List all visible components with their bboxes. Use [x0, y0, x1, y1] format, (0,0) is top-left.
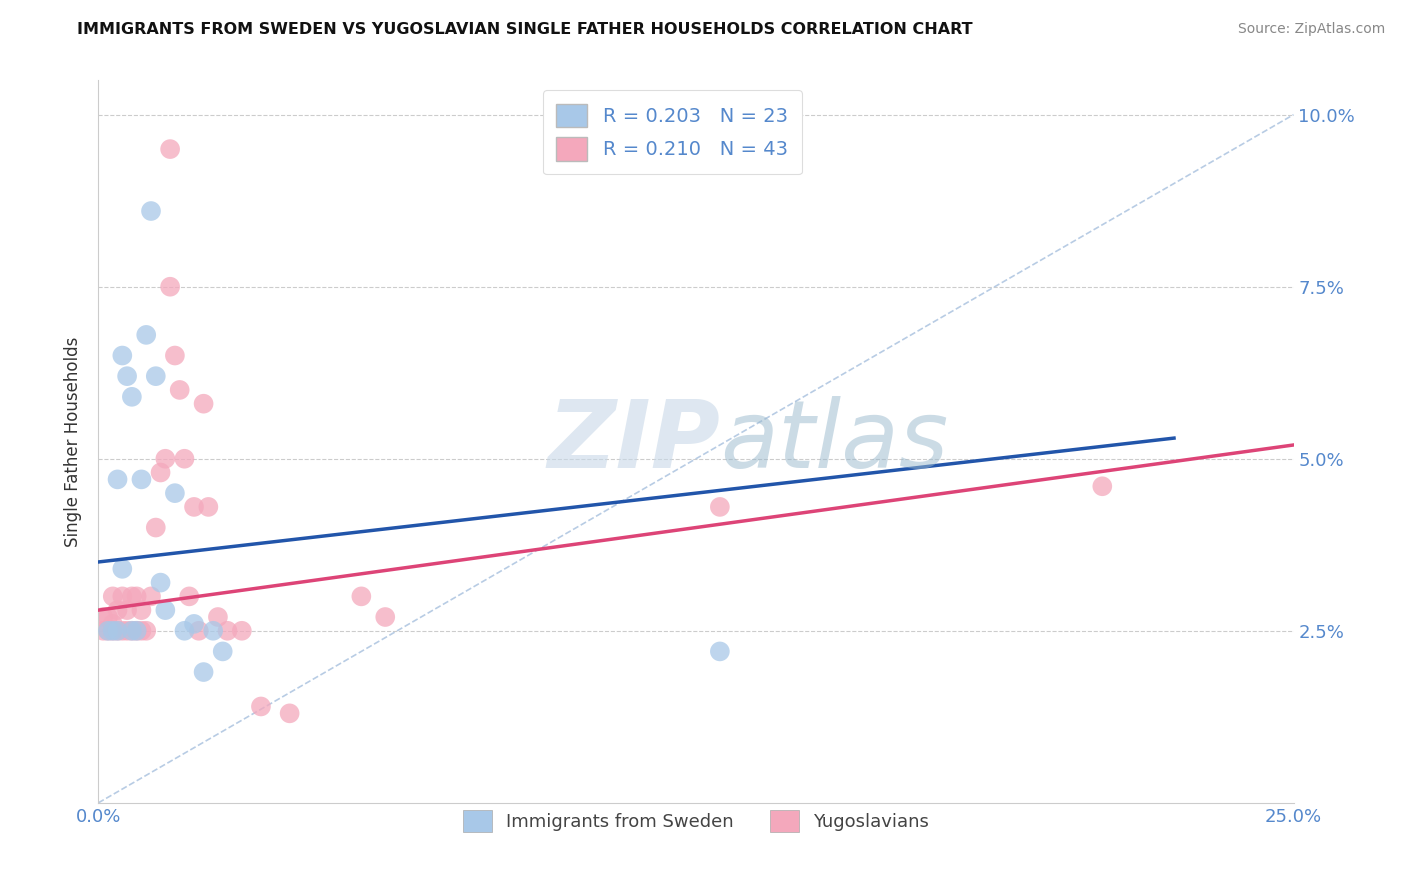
Point — [121, 624, 143, 638]
Point — [121, 624, 143, 638]
Point — [101, 624, 124, 638]
Point — [183, 500, 205, 514]
Point — [97, 610, 120, 624]
Point — [155, 451, 177, 466]
Point — [145, 369, 167, 384]
Point — [111, 590, 134, 604]
Point — [350, 590, 373, 604]
Point — [173, 624, 195, 638]
Point — [193, 665, 215, 679]
Point — [163, 349, 186, 363]
Text: atlas: atlas — [720, 396, 948, 487]
Point — [207, 610, 229, 624]
Point — [111, 349, 134, 363]
Point — [217, 624, 239, 638]
Point — [97, 624, 120, 638]
Text: IMMIGRANTS FROM SWEDEN VS YUGOSLAVIAN SINGLE FATHER HOUSEHOLDS CORRELATION CHART: IMMIGRANTS FROM SWEDEN VS YUGOSLAVIAN SI… — [77, 22, 973, 37]
Point — [101, 590, 124, 604]
Point — [374, 610, 396, 624]
Point — [115, 624, 138, 638]
Point — [101, 616, 124, 631]
Point — [163, 486, 186, 500]
Point — [197, 500, 219, 514]
Point — [121, 390, 143, 404]
Point — [107, 603, 129, 617]
Point — [135, 327, 157, 342]
Point — [709, 500, 731, 514]
Point — [231, 624, 253, 638]
Point — [139, 590, 162, 604]
Y-axis label: Single Father Households: Single Father Households — [65, 336, 83, 547]
Point — [250, 699, 273, 714]
Point — [193, 397, 215, 411]
Point — [101, 624, 124, 638]
Point — [115, 369, 138, 384]
Point — [91, 624, 114, 638]
Point — [179, 590, 201, 604]
Point — [107, 624, 129, 638]
Legend: Immigrants from Sweden, Yugoslavians: Immigrants from Sweden, Yugoslavians — [450, 797, 942, 845]
Point — [125, 590, 148, 604]
Point — [159, 142, 181, 156]
Point — [159, 279, 181, 293]
Point — [139, 204, 162, 219]
Point — [1091, 479, 1114, 493]
Point — [135, 624, 157, 638]
Point — [121, 590, 143, 604]
Point — [131, 624, 153, 638]
Point — [125, 624, 148, 638]
Point — [173, 451, 195, 466]
Text: Source: ZipAtlas.com: Source: ZipAtlas.com — [1237, 22, 1385, 37]
Point — [111, 624, 134, 638]
Point — [107, 472, 129, 486]
Point — [149, 575, 172, 590]
Point — [145, 520, 167, 534]
Point — [202, 624, 225, 638]
Point — [149, 466, 172, 480]
Point — [107, 624, 129, 638]
Point — [131, 472, 153, 486]
Point — [97, 624, 120, 638]
Text: ZIP: ZIP — [547, 395, 720, 488]
Point — [183, 616, 205, 631]
Point — [155, 603, 177, 617]
Point — [709, 644, 731, 658]
Point — [111, 562, 134, 576]
Point — [187, 624, 209, 638]
Point — [115, 603, 138, 617]
Point — [91, 610, 114, 624]
Point — [211, 644, 233, 658]
Point — [125, 624, 148, 638]
Point — [131, 603, 153, 617]
Point — [278, 706, 301, 721]
Point — [169, 383, 191, 397]
